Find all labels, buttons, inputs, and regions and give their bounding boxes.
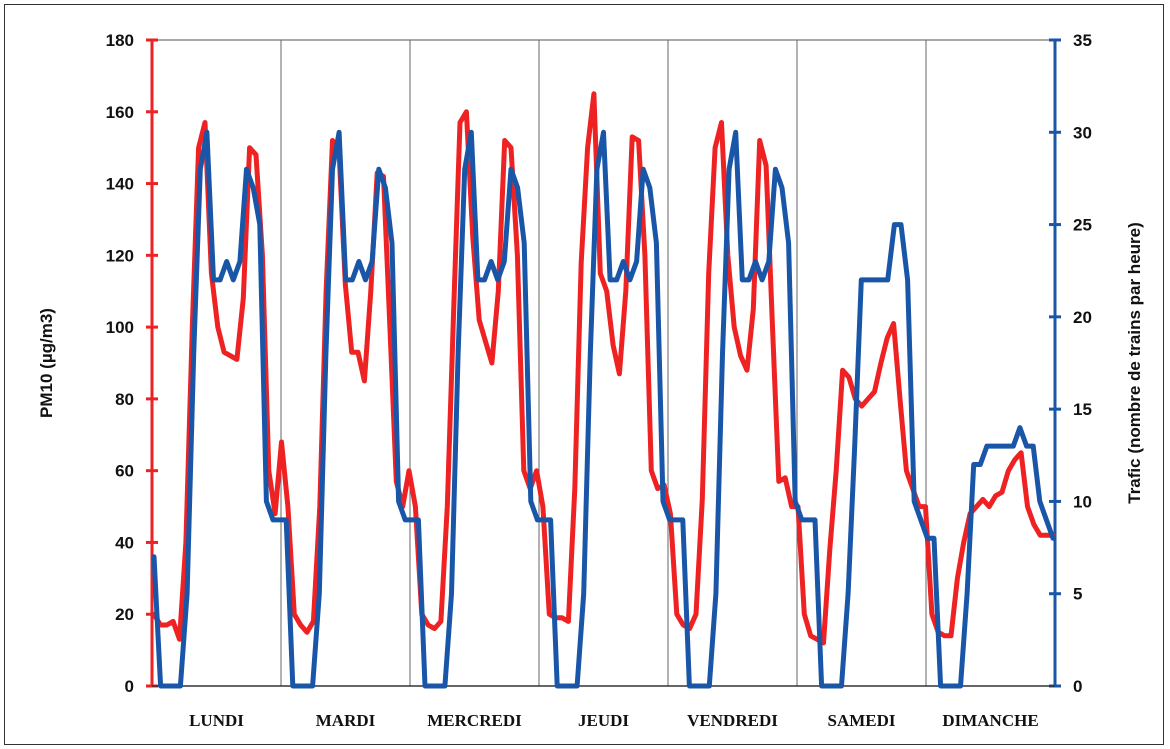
right-tick-label: 10 <box>1073 492 1092 511</box>
right-tick-label: 20 <box>1073 308 1092 327</box>
chart-frame <box>4 4 1164 745</box>
right-tick-label: 15 <box>1073 400 1092 419</box>
trafic-series-line <box>151 129 1056 689</box>
day-label: VENDREDI <box>687 711 778 730</box>
left-tick-label: 140 <box>106 175 134 194</box>
pm10-series-line <box>151 91 1056 646</box>
day-label: JEUDI <box>578 711 629 730</box>
left-tick-label: 120 <box>106 246 134 265</box>
left-tick-label: 0 <box>125 677 134 696</box>
left-tick-label: 100 <box>106 318 134 337</box>
right-tick-label: 0 <box>1073 677 1082 696</box>
day-label: MARDI <box>316 711 376 730</box>
right-tick-label: 25 <box>1073 216 1092 235</box>
left-axis-title: PM10 (µg/m3) <box>37 308 56 418</box>
left-tick-label: 180 <box>106 31 134 50</box>
right-axis-title: Trafic (nombre de trains par heure) <box>1125 222 1144 504</box>
day-label: SAMEDI <box>827 711 895 730</box>
right-tick-label: 30 <box>1073 123 1092 142</box>
left-tick-label: 60 <box>115 462 134 481</box>
right-tick-label: 5 <box>1073 585 1082 604</box>
day-label: MERCREDI <box>427 711 522 730</box>
left-tick-label: 80 <box>115 390 134 409</box>
day-label: LUNDI <box>189 711 244 730</box>
left-tick-label: 160 <box>106 103 134 122</box>
day-label: DIMANCHE <box>942 711 1038 730</box>
left-tick-label: 40 <box>115 533 134 552</box>
left-tick-label: 20 <box>115 605 134 624</box>
right-tick-label: 35 <box>1073 31 1092 50</box>
